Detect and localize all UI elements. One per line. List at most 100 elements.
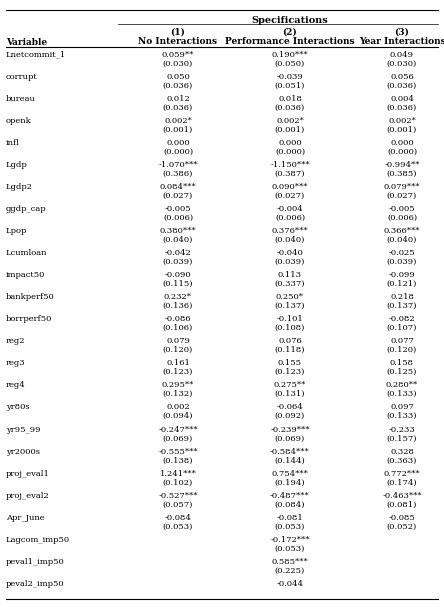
Text: 1.241***: 1.241*** (159, 470, 196, 478)
Text: proj_eval2: proj_eval2 (6, 492, 50, 500)
Text: (3): (3) (395, 28, 409, 37)
Text: 0.754***: 0.754*** (272, 470, 309, 478)
Text: (0.084): (0.084) (275, 500, 305, 509)
Text: (0.123): (0.123) (163, 368, 193, 376)
Text: -0.233: -0.233 (388, 426, 416, 433)
Text: (0.133): (0.133) (387, 390, 417, 398)
Text: (0.174): (0.174) (387, 478, 417, 486)
Text: 0.012: 0.012 (166, 95, 190, 103)
Text: 0.155: 0.155 (278, 359, 302, 367)
Text: 0.585***: 0.585*** (272, 558, 309, 566)
Text: 0.113: 0.113 (278, 271, 302, 279)
Text: (0.027): (0.027) (275, 192, 305, 200)
Text: (0.125): (0.125) (387, 368, 417, 376)
Text: (0.107): (0.107) (387, 324, 417, 332)
Text: (0.053): (0.053) (275, 544, 305, 552)
Text: (0.194): (0.194) (275, 478, 305, 486)
Text: (0.092): (0.092) (275, 412, 305, 420)
Text: (0.069): (0.069) (163, 435, 193, 443)
Text: (0.108): (0.108) (275, 324, 305, 332)
Text: Year Interactions: Year Interactions (359, 37, 444, 46)
Text: ggdp_cap: ggdp_cap (6, 205, 47, 213)
Text: (0.387): (0.387) (275, 170, 305, 178)
Text: Variable: Variable (6, 38, 47, 47)
Text: 0.056: 0.056 (390, 73, 414, 81)
Text: (0.121): (0.121) (387, 280, 417, 288)
Text: 0.002*: 0.002* (164, 117, 192, 125)
Text: (0.050): (0.050) (275, 59, 305, 67)
Text: (0.057): (0.057) (163, 500, 193, 509)
Text: (0.385): (0.385) (387, 170, 417, 178)
Text: -0.064: -0.064 (277, 404, 303, 412)
Text: (0.001): (0.001) (275, 126, 305, 134)
Text: Performance Interactions: Performance Interactions (225, 37, 355, 46)
Text: (0.036): (0.036) (387, 82, 417, 90)
Text: (0.039): (0.039) (275, 258, 305, 266)
Text: 0.232*: 0.232* (164, 293, 192, 301)
Text: 0.328: 0.328 (390, 447, 414, 456)
Text: -0.239***: -0.239*** (270, 426, 310, 433)
Text: 0.049: 0.049 (390, 51, 414, 59)
Text: (0.001): (0.001) (387, 126, 417, 134)
Text: -0.084: -0.084 (165, 514, 191, 521)
Text: (0.132): (0.132) (163, 390, 193, 398)
Text: -0.040: -0.040 (277, 249, 303, 257)
Text: 0.280**: 0.280** (386, 381, 418, 390)
Text: (0.040): (0.040) (387, 236, 417, 244)
Text: -0.527***: -0.527*** (158, 492, 198, 500)
Text: (0.106): (0.106) (163, 324, 193, 332)
Text: -0.463***: -0.463*** (382, 492, 422, 500)
Text: (0.030): (0.030) (163, 59, 193, 67)
Text: (0.137): (0.137) (387, 302, 417, 310)
Text: 0.084***: 0.084*** (160, 183, 196, 191)
Text: 0.000: 0.000 (166, 139, 190, 147)
Text: reg3: reg3 (6, 359, 26, 367)
Text: 0.295**: 0.295** (162, 381, 194, 390)
Text: 0.161: 0.161 (166, 359, 190, 367)
Text: (0.133): (0.133) (387, 412, 417, 420)
Text: yr80s: yr80s (6, 404, 30, 412)
Text: 0.000: 0.000 (278, 139, 302, 147)
Text: Specifications: Specifications (252, 16, 329, 25)
Text: -0.584***: -0.584*** (270, 447, 310, 456)
Text: No Interactions: No Interactions (139, 37, 218, 46)
Text: (0.094): (0.094) (163, 412, 193, 420)
Text: 0.218: 0.218 (390, 293, 414, 301)
Text: -0.090: -0.090 (165, 271, 191, 279)
Text: Lgdp: Lgdp (6, 161, 28, 169)
Text: (0.039): (0.039) (163, 258, 193, 266)
Text: 0.002*: 0.002* (388, 117, 416, 125)
Text: -0.082: -0.082 (388, 315, 415, 324)
Text: -0.172***: -0.172*** (270, 536, 310, 544)
Text: (0.138): (0.138) (163, 456, 193, 464)
Text: (0.053): (0.053) (163, 523, 193, 531)
Text: Lpop: Lpop (6, 227, 28, 235)
Text: (0.131): (0.131) (275, 390, 305, 398)
Text: yr2000s: yr2000s (6, 447, 40, 456)
Text: -1.150***: -1.150*** (270, 161, 310, 169)
Text: Apr_June: Apr_June (6, 514, 45, 521)
Text: corrupt: corrupt (6, 73, 38, 81)
Text: (0.157): (0.157) (387, 435, 417, 443)
Text: (0.120): (0.120) (387, 346, 417, 354)
Text: (0.027): (0.027) (387, 192, 417, 200)
Text: (2): (2) (283, 28, 297, 37)
Text: (0.386): (0.386) (163, 170, 193, 178)
Text: peval2_imp50: peval2_imp50 (6, 580, 65, 588)
Text: -0.555***: -0.555*** (158, 447, 198, 456)
Text: 0.050: 0.050 (166, 73, 190, 81)
Text: 0.097: 0.097 (390, 404, 414, 412)
Text: borrperf50: borrperf50 (6, 315, 52, 324)
Text: Lgdp2: Lgdp2 (6, 183, 33, 191)
Text: peval1_imp50: peval1_imp50 (6, 558, 65, 566)
Text: (1): (1) (170, 28, 186, 37)
Text: Lcumloan: Lcumloan (6, 249, 48, 257)
Text: (0.363): (0.363) (387, 456, 417, 464)
Text: -0.081: -0.081 (277, 514, 303, 521)
Text: -0.085: -0.085 (388, 514, 416, 521)
Text: (0.006): (0.006) (163, 214, 193, 222)
Text: 0.772***: 0.772*** (384, 470, 420, 478)
Text: 0.250*: 0.250* (276, 293, 304, 301)
Text: -0.101: -0.101 (277, 315, 303, 324)
Text: -0.247***: -0.247*** (158, 426, 198, 433)
